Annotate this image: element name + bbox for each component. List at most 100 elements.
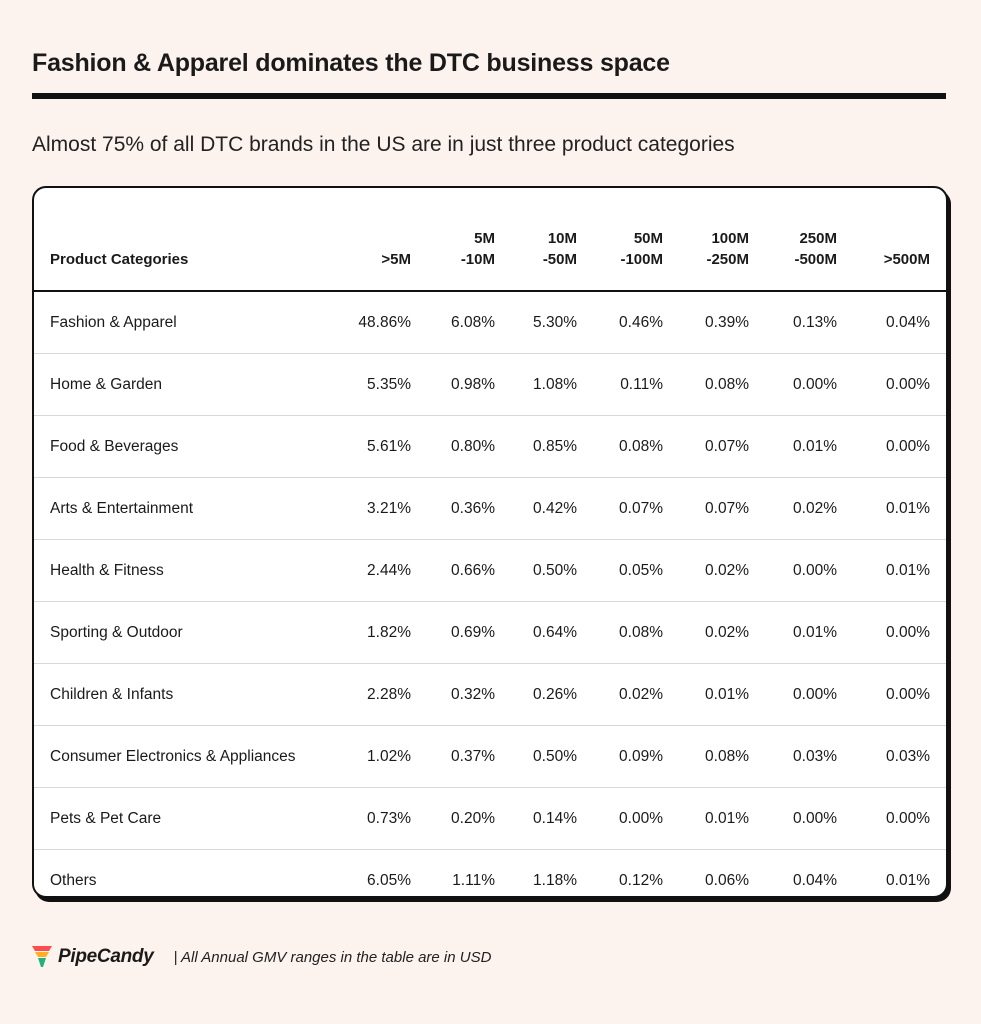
value-cell: 0.00% <box>765 663 853 726</box>
value-cell: 0.00% <box>765 353 853 416</box>
column-header: >5M <box>339 188 427 292</box>
value-cell: 0.01% <box>679 787 765 850</box>
value-cell: 0.01% <box>765 415 853 478</box>
column-header-text: 10M <box>547 230 577 247</box>
value-cell: 0.06% <box>705 871 749 889</box>
table-body: Fashion & Apparel 48.86% 6.08% 5.30% 0.46% 0.… <box>34 291 946 897</box>
value-cell: 2.28% <box>339 663 427 726</box>
value-cell: 0.50% <box>511 539 593 602</box>
value-cell: 0.00% <box>853 787 946 850</box>
table-row: Children & Infants 2.28% 0.32% 0.26% 0.02% 0.… <box>34 663 946 726</box>
value-cell: 0.01% <box>853 477 946 540</box>
value-cell: 6.08% <box>427 291 511 354</box>
column-header: 10M -50M <box>511 188 593 292</box>
pipecandy-logo-icon <box>32 946 52 967</box>
column-header-text: -10M <box>460 251 495 268</box>
value-cell: 0.64% <box>511 601 593 664</box>
row-category-cell: Home & Garden <box>34 353 339 416</box>
table-row: Health & Fitness 2.44% 0.66% 0.50% 0.05% 0.02… <box>34 539 946 602</box>
table-header-row: Product Categories >5M 5M -10M 10M -50M 50M -10… <box>34 188 946 292</box>
brand-name: PipeCandy <box>58 946 154 967</box>
value-cell: 0.46% <box>593 291 679 354</box>
value-cell: 0.00% <box>853 663 946 726</box>
value-cell: 0.03% <box>765 725 853 788</box>
column-header-text: >500M <box>883 251 930 268</box>
value-cell: 0.26% <box>511 663 593 726</box>
column-header: 100M -250M <box>679 188 765 292</box>
column-header: 5M -10M <box>427 188 511 292</box>
chart-subtitle: Almost 75% of all DTC brands in the US a… <box>32 133 735 156</box>
column-header: >500M <box>853 188 946 292</box>
value-cell: 0.42% <box>511 477 593 540</box>
column-header-text: -500M <box>794 251 837 268</box>
value-cell: 0.00% <box>593 787 679 850</box>
value-cell: 0.00% <box>853 415 946 478</box>
value-cell: 1.18% <box>533 871 577 889</box>
value-cell: 0.73% <box>339 787 427 850</box>
value-cell: 0.00% <box>765 539 853 602</box>
column-header-text: 50M <box>633 230 663 247</box>
value-cell: 6.05% <box>367 871 411 889</box>
value-cell: 0.07% <box>679 477 765 540</box>
value-cell: 5.30% <box>511 291 593 354</box>
column-header-text: 100M <box>711 230 749 247</box>
value-cell: 0.02% <box>679 601 765 664</box>
value-cell: 1.08% <box>511 353 593 416</box>
table-row: Home & Garden 5.35% 0.98% 1.08% 0.11% 0.08% 0.… <box>34 353 946 416</box>
value-cell: 2.44% <box>339 539 427 602</box>
value-cell: 3.21% <box>339 477 427 540</box>
value-cell: 0.02% <box>593 663 679 726</box>
value-cell: 0.36% <box>427 477 511 540</box>
value-cell: 0.00% <box>853 601 946 664</box>
value-cell: 0.08% <box>679 725 765 788</box>
value-cell: 0.07% <box>593 477 679 540</box>
column-header-text: Product Categories <box>50 251 189 268</box>
value-cell: 5.61% <box>339 415 427 478</box>
value-cell: 0.03% <box>853 725 946 788</box>
value-cell: 0.00% <box>853 353 946 416</box>
footer: PipeCandy | All Annual GMV ranges in the… <box>32 943 491 971</box>
value-cell: 0.69% <box>427 601 511 664</box>
column-header-category: Product Categories <box>34 188 339 292</box>
row-category-cell: Health & Fitness <box>34 539 339 602</box>
table-row: Sporting & Outdoor 1.82% 0.69% 0.64% 0.08% 0.… <box>34 601 946 664</box>
value-cell: 0.80% <box>427 415 511 478</box>
value-cell: 0.01% <box>765 601 853 664</box>
value-cell: 0.85% <box>511 415 593 478</box>
value-cell: 0.32% <box>427 663 511 726</box>
value-cell: 48.86% <box>339 291 427 354</box>
row-category-cell: Arts & Entertainment <box>34 477 339 540</box>
column-header-text: -100M <box>620 251 663 268</box>
row-category-cell: Sporting & Outdoor <box>34 601 339 664</box>
value-cell: 0.13% <box>765 291 853 354</box>
table-row: Arts & Entertainment 3.21% 0.36% 0.42% 0.07%… <box>34 477 946 540</box>
value-cell: 0.39% <box>679 291 765 354</box>
value-cell: 0.20% <box>427 787 511 850</box>
row-category-cell: Food & Beverages <box>34 415 339 478</box>
row-category-cell: Pets & Pet Care <box>34 787 339 850</box>
value-cell: 0.08% <box>593 601 679 664</box>
row-category-cell: Consumer Electronics & Appliances <box>34 725 339 788</box>
data-table-card: Product Categories >5M 5M -10M 10M -50M 50M -10… <box>32 186 948 898</box>
data-table: Product Categories >5M 5M -10M 10M -50M 50M -10… <box>34 188 946 897</box>
value-cell: 0.12% <box>619 871 663 889</box>
value-cell: 1.02% <box>339 725 427 788</box>
value-cell: 0.01% <box>853 539 946 602</box>
value-cell: 0.02% <box>765 477 853 540</box>
value-cell: 0.14% <box>511 787 593 850</box>
table-row: Others 6.05% 1.11% 1.18% 0.12% 0.06% 0.04% 0.01… <box>34 850 946 897</box>
column-header-text: 5M <box>474 230 495 247</box>
column-header: 250M -500M <box>765 188 853 292</box>
value-cell: 1.11% <box>452 871 495 889</box>
value-cell: 0.04% <box>853 291 946 354</box>
value-cell: 0.50% <box>511 725 593 788</box>
value-cell: 0.01% <box>679 663 765 726</box>
column-header: 50M -100M <box>593 188 679 292</box>
value-cell: 0.09% <box>593 725 679 788</box>
column-header-text: >5M <box>381 251 411 268</box>
value-cell: 1.82% <box>339 601 427 664</box>
row-category-cell: Fashion & Apparel <box>34 291 339 354</box>
table-row: Fashion & Apparel 48.86% 6.08% 5.30% 0.46% 0.… <box>34 291 946 354</box>
value-cell: 0.05% <box>593 539 679 602</box>
column-header-text: -250M <box>706 251 749 268</box>
